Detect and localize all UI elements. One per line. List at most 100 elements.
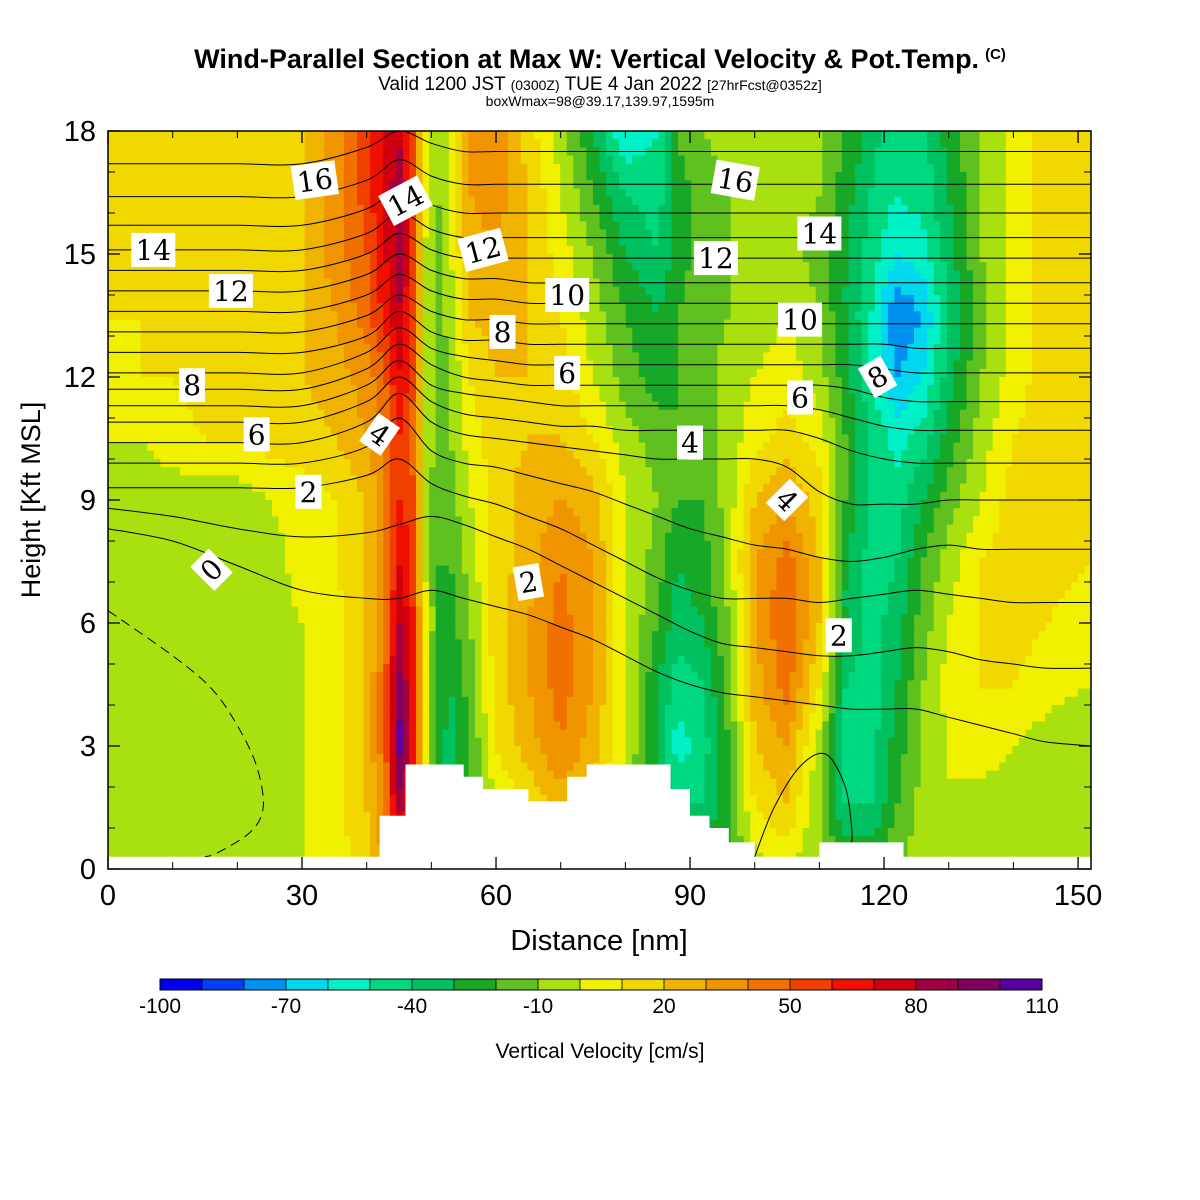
field-cell	[193, 311, 201, 321]
field-cell	[173, 180, 181, 189]
field-cell	[461, 303, 470, 312]
field-cell	[802, 262, 810, 271]
field-cell	[907, 213, 915, 222]
field-cell	[298, 237, 306, 247]
field-cell	[717, 327, 725, 337]
field-cell	[147, 311, 155, 321]
field-cell	[874, 295, 882, 304]
field-cell	[1045, 262, 1053, 271]
field-cell	[678, 344, 686, 353]
field-cell	[160, 213, 168, 222]
field-cell	[776, 286, 784, 296]
field-cell	[894, 385, 902, 394]
field-cell	[1025, 352, 1033, 362]
field-cell	[887, 155, 895, 165]
field-cell	[881, 270, 889, 280]
field-cell	[232, 352, 240, 362]
field-cell	[979, 221, 987, 230]
field-cell	[514, 221, 522, 230]
field-cell	[782, 155, 791, 165]
field-cell	[973, 385, 981, 394]
field-cell	[442, 254, 450, 263]
field-cell	[357, 237, 365, 247]
field-cell	[396, 172, 404, 181]
field-cell	[409, 319, 417, 329]
field-cell	[632, 155, 640, 165]
field-cell	[769, 163, 778, 173]
field-cell	[232, 311, 240, 321]
field-cell	[946, 377, 954, 386]
field-cell	[632, 286, 640, 296]
field-cell	[442, 262, 450, 271]
field-cell	[1051, 213, 1059, 222]
field-cell	[193, 295, 201, 304]
field-cell	[239, 213, 247, 222]
field-cell	[180, 278, 188, 288]
field-cell	[900, 311, 909, 321]
field-cell	[612, 352, 620, 362]
field-cell	[448, 286, 456, 296]
field-cell	[979, 327, 987, 337]
field-cell	[1051, 155, 1059, 165]
field-cell	[599, 172, 607, 181]
field-cell	[645, 221, 653, 230]
field-cell	[134, 204, 142, 214]
field-cell	[684, 245, 692, 255]
field-cell	[776, 245, 784, 255]
field-cell	[828, 327, 837, 337]
field-cell	[579, 377, 587, 386]
field-cell	[861, 163, 869, 173]
field-cell	[717, 221, 725, 230]
field-cell	[671, 163, 679, 173]
field-cell	[153, 311, 162, 321]
field-cell	[396, 319, 404, 329]
field-cell	[625, 377, 633, 386]
field-cell	[317, 295, 325, 304]
field-cell	[1005, 196, 1013, 206]
field-cell	[501, 172, 509, 181]
field-cell	[173, 336, 181, 345]
field-cell	[1077, 311, 1086, 321]
field-cell	[868, 262, 876, 271]
field-cell	[763, 245, 771, 255]
field-cell	[219, 344, 227, 353]
field-cell	[370, 262, 378, 271]
field-cell	[147, 278, 155, 288]
field-cell	[1051, 385, 1059, 394]
field-cell	[822, 352, 830, 362]
field-cell	[383, 155, 391, 165]
field-cell	[560, 237, 568, 247]
field-cell	[304, 385, 312, 394]
field-cell	[278, 344, 286, 353]
field-cell	[153, 336, 162, 345]
field-cell	[284, 368, 293, 378]
field-cell	[907, 163, 915, 173]
field-cell	[776, 295, 784, 304]
field-cell	[691, 377, 699, 386]
field-cell	[730, 221, 738, 230]
field-cell	[894, 204, 902, 214]
field-cell	[520, 188, 529, 198]
field-cell	[343, 286, 352, 296]
field-cell	[874, 393, 882, 403]
field-cell	[278, 196, 286, 206]
field-cell	[632, 229, 640, 239]
field-cell	[658, 221, 666, 230]
field-cell	[841, 344, 850, 353]
field-cell	[632, 245, 640, 255]
field-cell	[1064, 295, 1072, 304]
field-cell	[514, 327, 522, 337]
field-cell	[874, 352, 882, 362]
field-cell	[180, 360, 188, 370]
field-cell	[645, 262, 653, 271]
field-cell	[389, 237, 397, 247]
field-cell	[461, 319, 470, 329]
field-cell	[966, 385, 974, 394]
field-cell	[422, 278, 430, 288]
field-cell	[710, 221, 719, 230]
field-cell	[1051, 286, 1059, 296]
field-cell	[1084, 393, 1091, 403]
field-cell	[1032, 336, 1040, 345]
field-cell	[697, 204, 705, 214]
field-cell	[396, 352, 404, 362]
